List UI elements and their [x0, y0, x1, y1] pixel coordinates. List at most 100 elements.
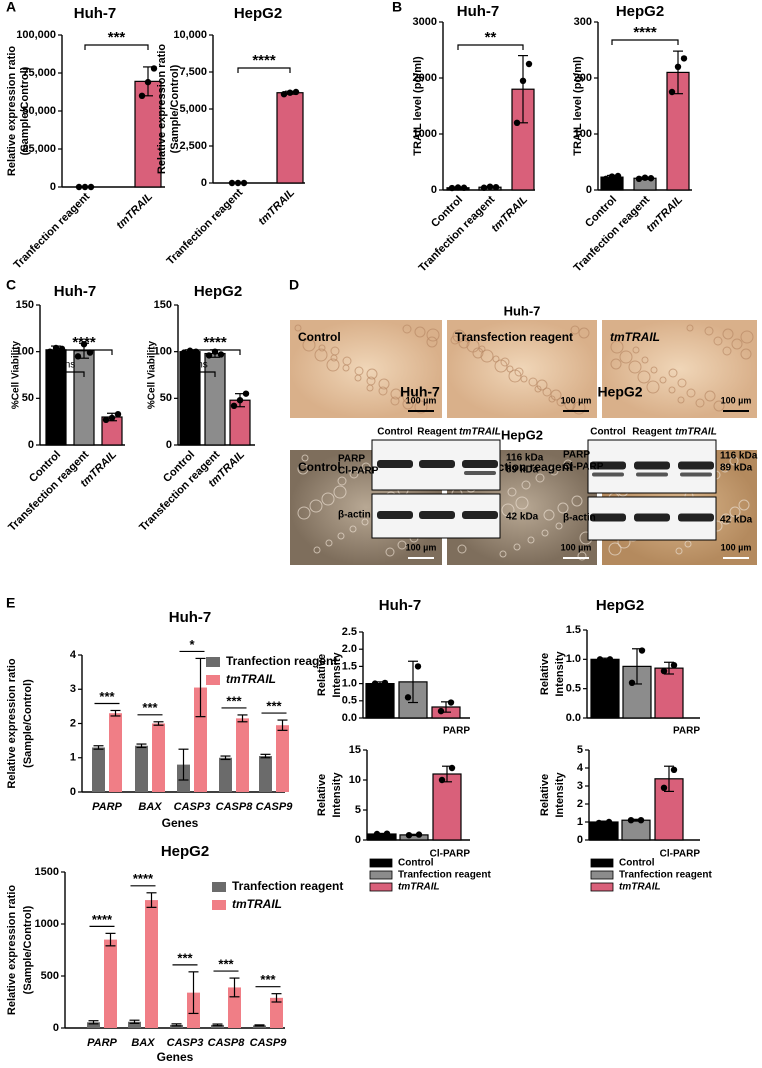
cell — [499, 550, 507, 558]
y-tick-label: 0 — [586, 184, 592, 196]
cell — [402, 398, 414, 410]
significance-bracket — [55, 349, 113, 355]
data-point — [150, 65, 158, 72]
legend-swatch — [212, 900, 226, 910]
y-tick-label: 0 — [355, 834, 361, 846]
data-point — [205, 352, 213, 359]
significance-label: *** — [226, 693, 242, 708]
x-tick-label: CASP9 — [256, 801, 294, 813]
cell — [632, 346, 640, 354]
bar — [654, 667, 684, 719]
data-point — [228, 179, 236, 187]
cell — [330, 354, 338, 362]
significance-label: *** — [260, 972, 276, 987]
bar — [73, 350, 95, 446]
cell — [528, 377, 538, 387]
x-tick-label: tmTRAIL — [489, 193, 530, 234]
cell — [570, 325, 580, 335]
significance-label: *** — [218, 957, 234, 972]
x-tick-label: CASP8 — [216, 801, 254, 813]
chart-title: HepG2 — [616, 3, 664, 20]
data-point — [144, 78, 152, 86]
cell — [402, 324, 412, 334]
cell — [619, 350, 633, 364]
cell — [342, 364, 350, 372]
x-axis-label: Cl-PARP — [430, 849, 471, 860]
y-tick-label: 15 — [349, 744, 361, 756]
x-tick-label: CASP8 — [208, 1037, 246, 1049]
cell — [349, 469, 359, 479]
y-tick-label: 1.5 — [566, 624, 581, 636]
bar — [87, 1022, 100, 1028]
data-point — [415, 831, 423, 838]
data-point — [102, 416, 110, 423]
cell — [309, 499, 323, 513]
y-axis-label: Relative — [316, 654, 328, 696]
legend-swatch — [369, 858, 393, 868]
cell — [521, 480, 531, 490]
significance-label: *** — [266, 699, 282, 714]
y-tick-label: 2.5 — [342, 626, 357, 638]
y-axis-label: Intensity — [554, 772, 566, 818]
data-point — [405, 832, 413, 839]
cell — [572, 401, 586, 415]
chart-title: HepG2 — [161, 843, 209, 860]
bar — [45, 349, 67, 446]
cell — [301, 454, 309, 462]
y-tick-label: 1500 — [35, 866, 59, 878]
y-tick-label: 50 — [22, 392, 34, 404]
cell — [695, 398, 705, 408]
cell — [306, 334, 314, 342]
blot-band — [377, 460, 413, 468]
data-point — [448, 184, 456, 192]
data-point — [641, 174, 649, 181]
y-tick-label: 0 — [28, 439, 34, 451]
cell — [535, 473, 545, 483]
data-point — [286, 89, 294, 96]
cell — [337, 476, 347, 486]
y-tick-label: 0 — [577, 834, 583, 846]
cell — [318, 344, 326, 352]
y-tick-label: 50 — [160, 392, 172, 404]
band-size: 42 kDa — [506, 512, 539, 523]
cell — [740, 348, 752, 360]
legend-label: Tranfection reagent — [226, 654, 337, 668]
y-tick-label: 0.5 — [342, 695, 357, 707]
blot-band — [419, 511, 455, 519]
x-tick-label: BAX — [138, 801, 162, 813]
y-tick-label: 1.5 — [342, 660, 357, 672]
significance-label: *** — [142, 700, 158, 715]
x-tick-label: CASP3 — [167, 1037, 204, 1049]
y-tick-label: 2 — [70, 717, 76, 729]
data-point — [680, 55, 688, 62]
data-point — [606, 656, 614, 663]
cell — [650, 366, 658, 374]
data-point — [460, 184, 468, 191]
blot-band — [592, 472, 624, 477]
data-point — [627, 817, 635, 824]
y-axis-label: (Sample/Control) — [19, 66, 31, 155]
data-point — [58, 345, 66, 353]
legend-label: Tranfection reagent — [398, 870, 491, 881]
cell — [641, 356, 649, 364]
y-tick-label: 0 — [201, 177, 207, 189]
bar — [253, 1025, 266, 1028]
legend-swatch — [590, 882, 614, 892]
lane-label: Control — [377, 427, 413, 438]
cell — [542, 387, 552, 397]
significance-bracket — [457, 44, 524, 50]
bar — [432, 773, 462, 841]
data-point — [292, 88, 300, 96]
cell — [534, 385, 542, 393]
blot-band — [678, 513, 714, 522]
cell — [677, 378, 687, 388]
cell — [520, 375, 528, 383]
y-axis-label: Intensity — [331, 772, 343, 818]
legend-swatch — [206, 675, 220, 685]
cell — [294, 324, 302, 332]
cell — [536, 379, 548, 391]
y-axis-label: Relative expression ratio — [6, 658, 18, 789]
data-point — [614, 172, 622, 180]
data-point — [647, 175, 655, 182]
